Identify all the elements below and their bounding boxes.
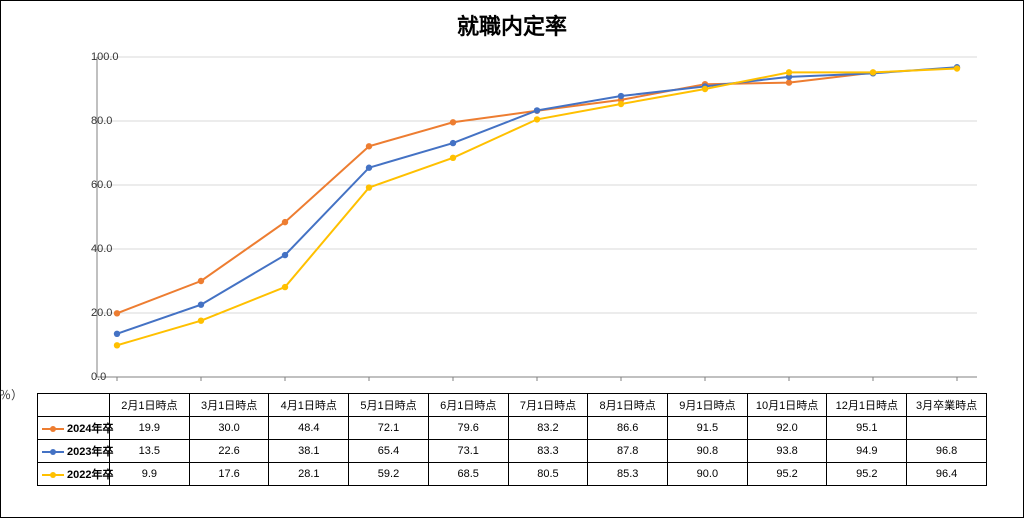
data-cell: 85.3 [588, 463, 668, 486]
data-cell: 92.0 [747, 417, 827, 440]
data-cell: 28.1 [269, 463, 349, 486]
table-row: 2024年卒19.930.048.472.179.683.286.691.592… [38, 417, 987, 440]
plot-area: （％） 0.020.040.060.080.0100.0 [37, 47, 987, 387]
data-cell: 94.9 [827, 440, 907, 463]
data-cell: 83.3 [508, 440, 588, 463]
column-header: 4月1日時点 [269, 394, 349, 417]
data-cell: 59.2 [349, 463, 429, 486]
column-header: 3月卒業時点 [907, 394, 987, 417]
data-cell: 22.6 [189, 440, 269, 463]
column-header: 10月1日時点 [747, 394, 827, 417]
data-cell: 73.1 [428, 440, 508, 463]
data-cell: 38.1 [269, 440, 349, 463]
legend-marker-icon [42, 469, 64, 481]
data-cell: 93.8 [747, 440, 827, 463]
data-cell: 19.9 [110, 417, 190, 440]
data-cell: 95.2 [827, 463, 907, 486]
column-header: 12月1日時点 [827, 394, 907, 417]
data-cell: 95.2 [747, 463, 827, 486]
series-legend-cell: 2022年卒 [38, 463, 110, 486]
legend-marker-icon [42, 446, 64, 458]
data-cell: 30.0 [189, 417, 269, 440]
column-header: 7月1日時点 [508, 394, 588, 417]
series-legend-cell: 2023年卒 [38, 440, 110, 463]
data-cell: 9.9 [110, 463, 190, 486]
data-cell: 91.5 [668, 417, 748, 440]
data-cell: 65.4 [349, 440, 429, 463]
data-cell: 68.5 [428, 463, 508, 486]
data-cell [907, 417, 987, 440]
data-cell: 72.1 [349, 417, 429, 440]
chart-title: 就職内定率 [1, 9, 1023, 41]
series-name: 2022年卒 [67, 469, 113, 481]
data-cell: 80.5 [508, 463, 588, 486]
series-legend-cell: 2024年卒 [38, 417, 110, 440]
table-header-row: 2月1日時点3月1日時点4月1日時点5月1日時点6月1日時点7月1日時点8月1日… [38, 394, 987, 417]
table-row: 2022年卒9.917.628.159.268.580.585.390.095.… [38, 463, 987, 486]
data-cell: 87.8 [588, 440, 668, 463]
data-cell: 48.4 [269, 417, 349, 440]
chart-frame: 就職内定率 （％） 0.020.040.060.080.0100.0 2月1日時… [0, 0, 1024, 518]
data-cell: 96.4 [907, 463, 987, 486]
data-cell: 79.6 [428, 417, 508, 440]
column-header: 6月1日時点 [428, 394, 508, 417]
column-header: 2月1日時点 [110, 394, 190, 417]
data-cell: 96.8 [907, 440, 987, 463]
column-header: 9月1日時点 [668, 394, 748, 417]
table-row: 2023年卒13.522.638.165.473.183.387.890.893… [38, 440, 987, 463]
unit-label: （％） [0, 386, 23, 403]
data-cell: 83.2 [508, 417, 588, 440]
data-cell: 13.5 [110, 440, 190, 463]
data-table: 2月1日時点3月1日時点4月1日時点5月1日時点6月1日時点7月1日時点8月1日… [37, 393, 987, 486]
series-name: 2023年卒 [67, 446, 113, 458]
data-cell: 90.8 [668, 440, 748, 463]
data-cell: 17.6 [189, 463, 269, 486]
series-name: 2024年卒 [67, 423, 113, 435]
column-header: 5月1日時点 [349, 394, 429, 417]
table-corner [38, 394, 110, 417]
column-header: 3月1日時点 [189, 394, 269, 417]
line-chart-svg [37, 47, 987, 387]
legend-marker-icon [42, 423, 64, 435]
data-cell: 95.1 [827, 417, 907, 440]
column-header: 8月1日時点 [588, 394, 668, 417]
data-cell: 90.0 [668, 463, 748, 486]
data-cell: 86.6 [588, 417, 668, 440]
